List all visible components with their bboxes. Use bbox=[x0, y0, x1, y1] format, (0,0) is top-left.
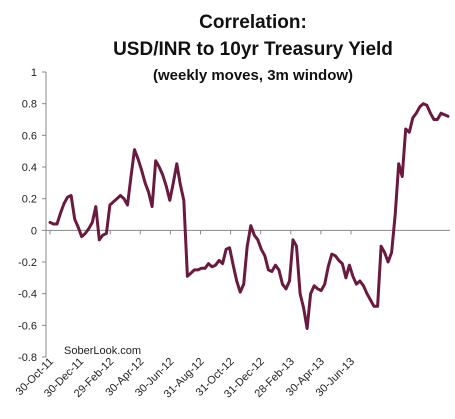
y-tick-label: -0.6 bbox=[18, 320, 37, 332]
y-tick-label: 1 bbox=[31, 67, 37, 79]
y-tick-label: -0.8 bbox=[18, 352, 37, 364]
chart-title-line2: USD/INR to 10yr Treasury Yield bbox=[113, 39, 393, 60]
y-tick-label: 0.4 bbox=[22, 162, 37, 174]
y-tick-label: 0 bbox=[31, 225, 37, 237]
chart-title-line1: Correlation: bbox=[199, 12, 307, 33]
correlation-series-line bbox=[48, 102, 450, 330]
chart-subtitle: (weekly moves, 3m window) bbox=[153, 67, 353, 84]
y-tick-label: -0.4 bbox=[18, 289, 37, 301]
axes bbox=[45, 72, 450, 357]
y-tick-label: 0.2 bbox=[22, 194, 37, 206]
y-axis-ticks: 1 0.8 0.6 0.4 0.2 0 -0.2 -0.4 -0.6 -0.8 bbox=[18, 67, 46, 364]
y-tick-label: 0.6 bbox=[22, 130, 37, 142]
watermark-text: SoberLook.com bbox=[64, 345, 141, 357]
y-tick-label: -0.2 bbox=[18, 257, 37, 269]
y-tick-label: 0.8 bbox=[22, 99, 37, 111]
